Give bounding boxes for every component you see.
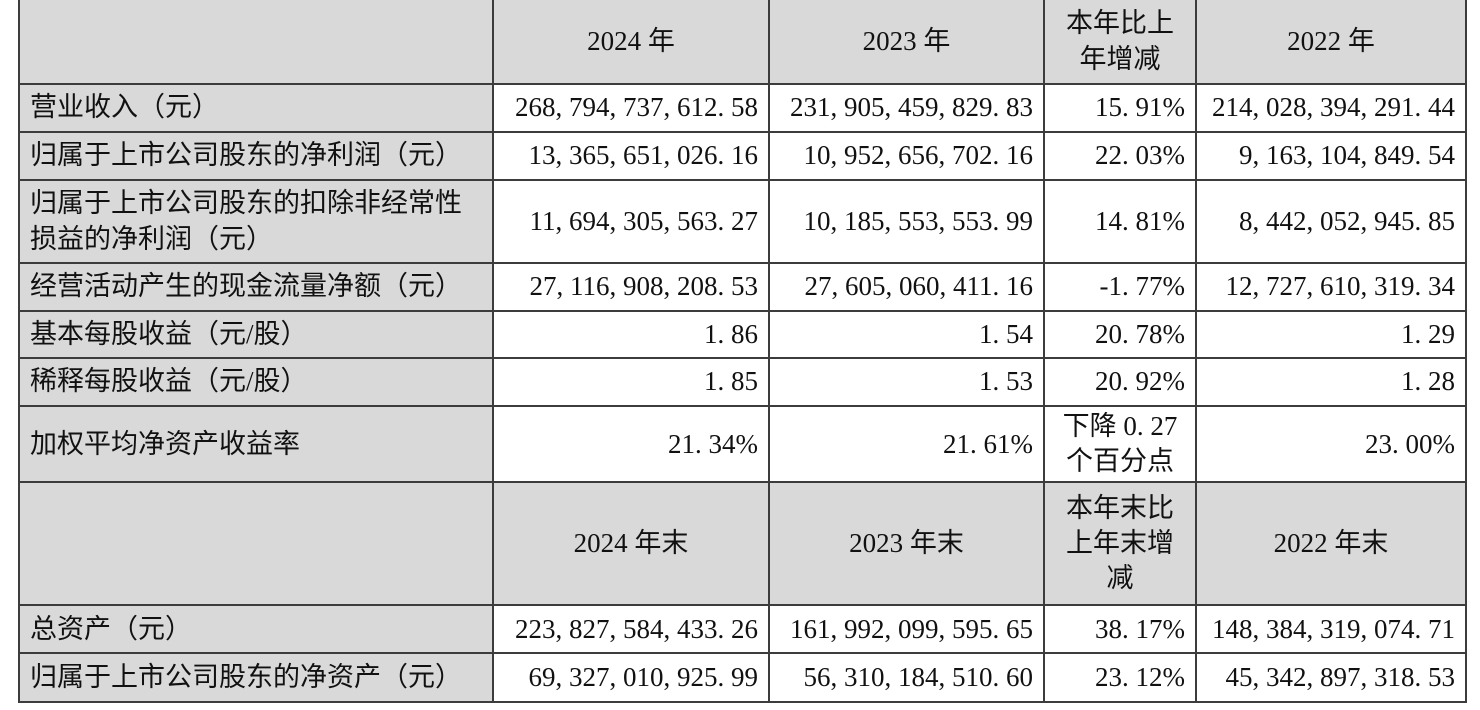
row-label-deducted-net-profit: 归属于上市公司股东的扣除非经常性 损益的净利润（元） xyxy=(18,179,494,264)
cell-total-assets-2022-end: 148, 384, 319, 074. 71 xyxy=(1195,604,1467,655)
cell-net-assets-2022-end: 45, 342, 897, 318. 53 xyxy=(1195,652,1467,704)
table-row-operating-cash-flow: 经营活动产生的现金流量净额（元） 27, 116, 908, 208. 53 2… xyxy=(18,262,1467,312)
cell-net-assets-change: 23. 12% xyxy=(1043,652,1197,704)
cell-net-assets-2024-end: 69, 327, 010, 925. 99 xyxy=(492,652,770,704)
cell-diluted-eps-2024: 1. 85 xyxy=(492,357,770,407)
cell-diluted-eps-yoy: 20. 92% xyxy=(1043,357,1197,407)
cell-operating-cash-flow-2022: 12, 727, 610, 319. 34 xyxy=(1195,262,1467,312)
row-label-net-assets: 归属于上市公司股东的净资产（元） xyxy=(18,652,494,704)
cell-deducted-net-profit-2022: 8, 442, 052, 945. 85 xyxy=(1195,179,1467,264)
header-cell-2023-end: 2023 年末 xyxy=(768,481,1045,607)
cell-net-profit-2024: 13, 365, 651, 026. 16 xyxy=(492,131,770,181)
header-cell-yearend-change: 本年末比 上年末增 减 xyxy=(1043,481,1197,607)
cell-operating-cash-flow-2023: 27, 605, 060, 411. 16 xyxy=(768,262,1045,312)
cell-basic-eps-yoy: 20. 78% xyxy=(1043,310,1197,359)
cell-revenue-2023: 231, 905, 459, 829. 83 xyxy=(768,83,1045,133)
row-label-diluted-eps: 稀释每股收益（元/股） xyxy=(18,357,494,407)
cell-operating-cash-flow-2024: 27, 116, 908, 208. 53 xyxy=(492,262,770,312)
row-label-total-assets: 总资产（元） xyxy=(18,604,494,655)
cell-weighted-avg-roe-2022: 23. 00% xyxy=(1195,404,1467,484)
header-cell-blank-yearend xyxy=(18,481,494,607)
header-cell-2024-end: 2024 年末 xyxy=(492,481,770,607)
cell-revenue-yoy: 15. 91% xyxy=(1043,83,1197,133)
cell-net-profit-2023: 10, 952, 656, 702. 16 xyxy=(768,131,1045,181)
cell-deducted-net-profit-2024: 11, 694, 305, 563. 27 xyxy=(492,179,770,264)
cell-revenue-2024: 268, 794, 737, 612. 58 xyxy=(492,83,770,133)
cell-basic-eps-2023: 1. 54 xyxy=(768,310,1045,359)
table-header-annual: 2024 年 2023 年 本年比上 年增减 2022 年 xyxy=(18,0,1467,85)
cell-weighted-avg-roe-yoy: 下降 0. 27 个百分点 xyxy=(1043,404,1197,484)
cell-net-profit-2022: 9, 163, 104, 849. 54 xyxy=(1195,131,1467,181)
table-row-total-assets: 总资产（元） 223, 827, 584, 433. 26 161, 992, … xyxy=(18,604,1467,655)
cell-net-assets-2023-end: 56, 310, 184, 510. 60 xyxy=(768,652,1045,704)
cell-basic-eps-2022: 1. 29 xyxy=(1195,310,1467,359)
cell-diluted-eps-2022: 1. 28 xyxy=(1195,357,1467,407)
row-label-operating-cash-flow: 经营活动产生的现金流量净额（元） xyxy=(18,262,494,312)
table-row-revenue: 营业收入（元） 268, 794, 737, 612. 58 231, 905,… xyxy=(18,83,1467,133)
table-row-diluted-eps: 稀释每股收益（元/股） 1. 85 1. 53 20. 92% 1. 28 xyxy=(18,357,1467,407)
financial-summary-table: 2024 年 2023 年 本年比上 年增减 2022 年 营业收入（元） 26… xyxy=(18,0,1467,704)
header-cell-2022-end: 2022 年末 xyxy=(1195,481,1467,607)
header-cell-blank xyxy=(18,0,494,85)
cell-net-profit-yoy: 22. 03% xyxy=(1043,131,1197,181)
cell-revenue-2022: 214, 028, 394, 291. 44 xyxy=(1195,83,1467,133)
cell-operating-cash-flow-yoy: -1. 77% xyxy=(1043,262,1197,312)
table-row-basic-eps: 基本每股收益（元/股） 1. 86 1. 54 20. 78% 1. 29 xyxy=(18,310,1467,359)
row-label-weighted-avg-roe: 加权平均净资产收益率 xyxy=(18,404,494,484)
table-row-net-assets: 归属于上市公司股东的净资产（元） 69, 327, 010, 925. 99 5… xyxy=(18,652,1467,704)
cell-deducted-net-profit-yoy: 14. 81% xyxy=(1043,179,1197,264)
header-cell-2022: 2022 年 xyxy=(1195,0,1467,85)
cell-total-assets-2024-end: 223, 827, 584, 433. 26 xyxy=(492,604,770,655)
cell-basic-eps-2024: 1. 86 xyxy=(492,310,770,359)
cell-deducted-net-profit-2023: 10, 185, 553, 553. 99 xyxy=(768,179,1045,264)
row-label-revenue: 营业收入（元） xyxy=(18,83,494,133)
cell-total-assets-2023-end: 161, 992, 099, 595. 65 xyxy=(768,604,1045,655)
header-cell-2024: 2024 年 xyxy=(492,0,770,85)
table-row-net-profit: 归属于上市公司股东的净利润（元） 13, 365, 651, 026. 16 1… xyxy=(18,131,1467,181)
cell-weighted-avg-roe-2023: 21. 61% xyxy=(768,404,1045,484)
cell-total-assets-change: 38. 17% xyxy=(1043,604,1197,655)
cell-diluted-eps-2023: 1. 53 xyxy=(768,357,1045,407)
table-row-deducted-net-profit: 归属于上市公司股东的扣除非经常性 损益的净利润（元） 11, 694, 305,… xyxy=(18,179,1467,264)
header-cell-yoy-change: 本年比上 年增减 xyxy=(1043,0,1197,85)
header-cell-2023: 2023 年 xyxy=(768,0,1045,85)
row-label-basic-eps: 基本每股收益（元/股） xyxy=(18,310,494,359)
table-row-weighted-avg-roe: 加权平均净资产收益率 21. 34% 21. 61% 下降 0. 27 个百分点… xyxy=(18,404,1467,484)
cell-weighted-avg-roe-2024: 21. 34% xyxy=(492,404,770,484)
row-label-net-profit: 归属于上市公司股东的净利润（元） xyxy=(18,131,494,181)
table-header-yearend: 2024 年末 2023 年末 本年末比 上年末增 减 2022 年末 xyxy=(18,481,1467,607)
